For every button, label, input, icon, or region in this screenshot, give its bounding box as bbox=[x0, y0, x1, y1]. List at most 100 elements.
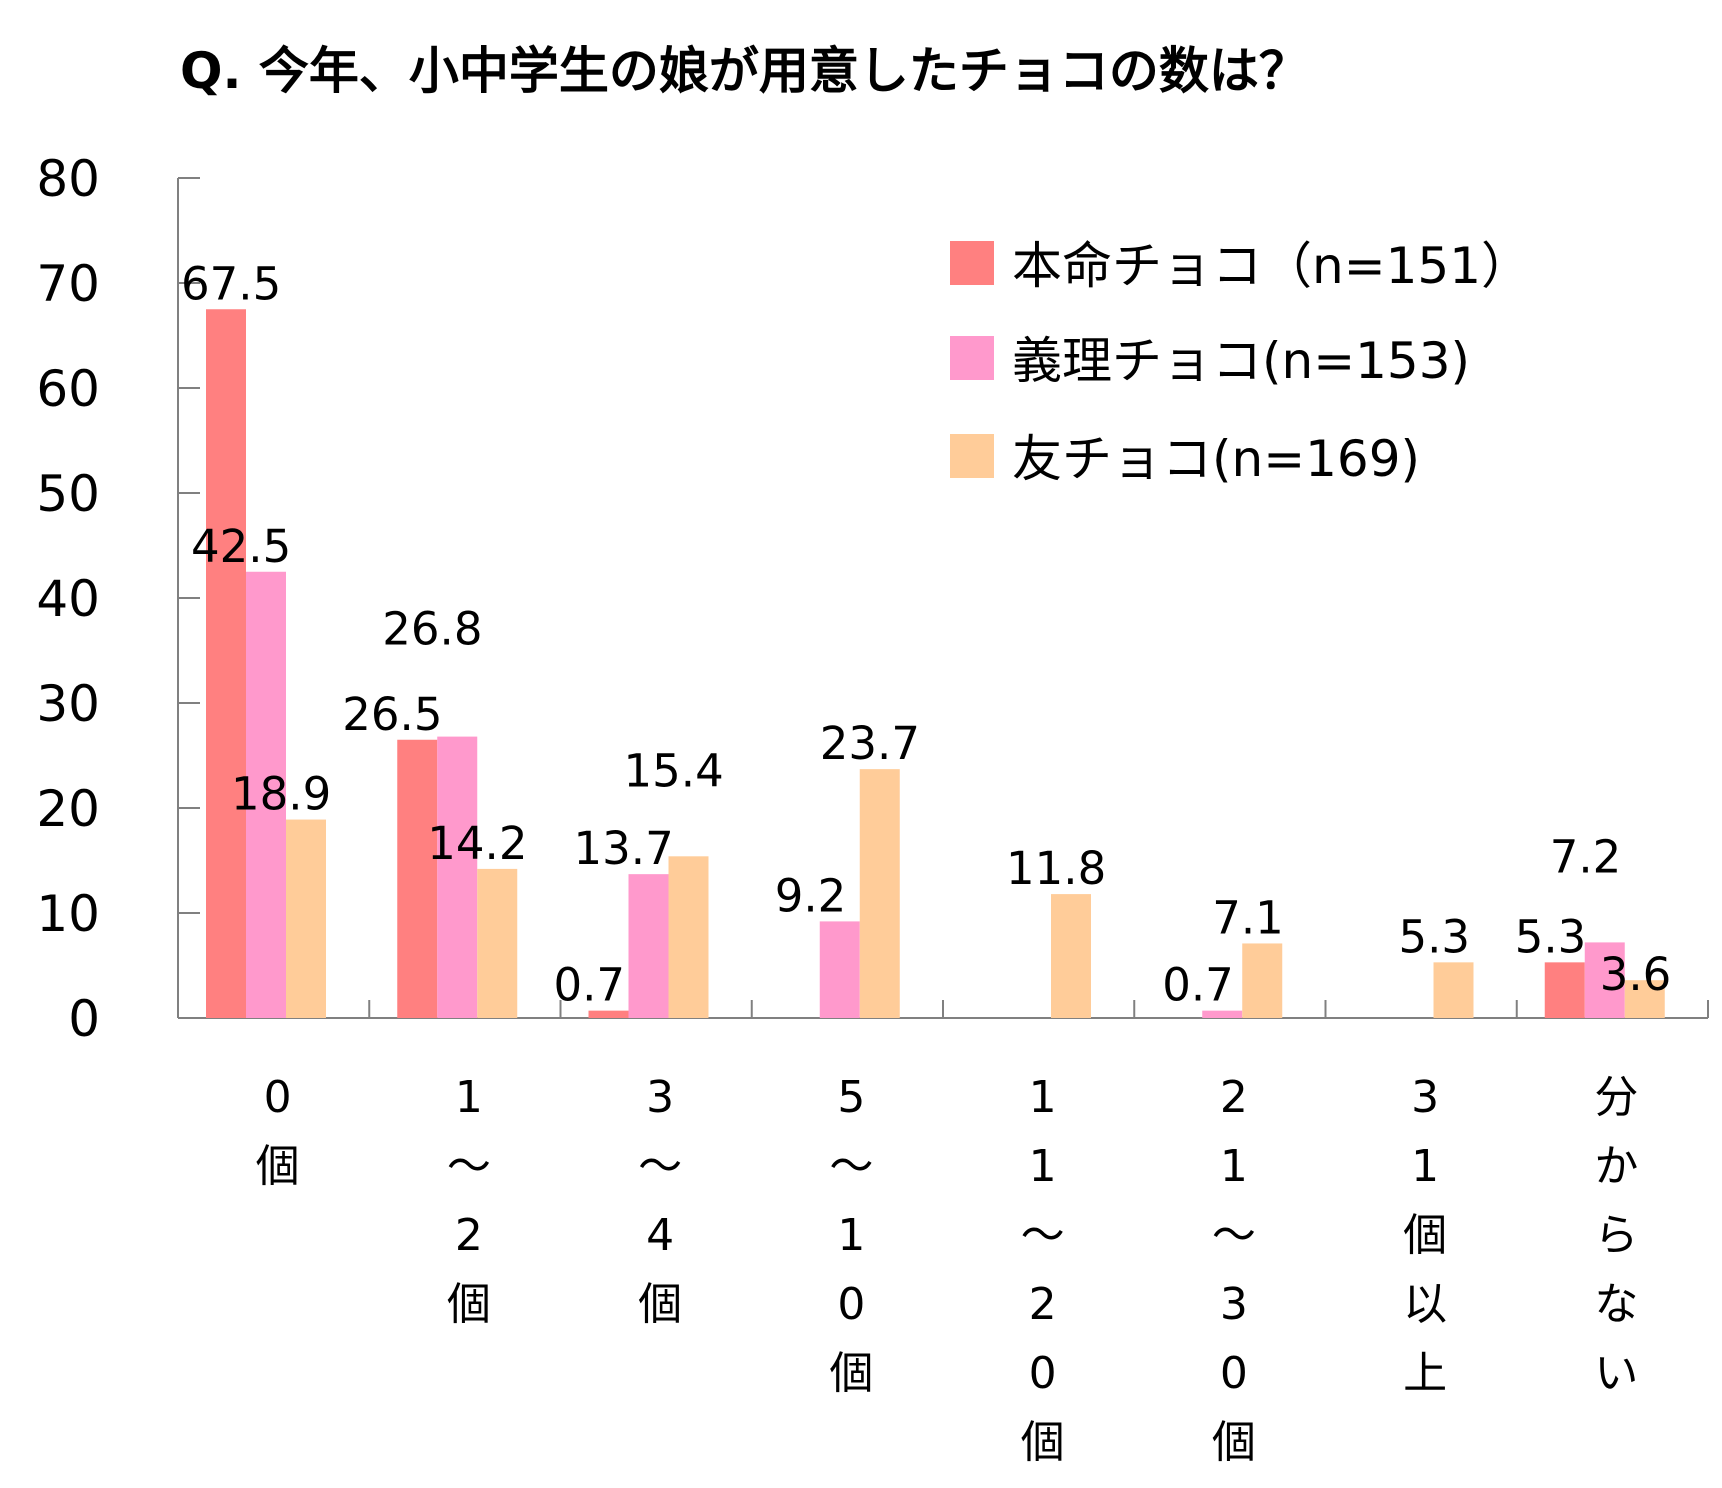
y-tick-label: 30 bbox=[36, 675, 100, 733]
y-tick-label: 60 bbox=[36, 360, 100, 418]
x-category-char: い bbox=[1594, 1348, 1638, 1399]
bar bbox=[819, 921, 860, 1018]
bar bbox=[859, 769, 900, 1018]
x-category-char: 以 bbox=[1403, 1279, 1447, 1330]
y-tick-label: 20 bbox=[36, 780, 100, 838]
y-tick-label: 50 bbox=[36, 465, 100, 523]
x-category-char: ら bbox=[1594, 1210, 1638, 1261]
y-tick-label: 70 bbox=[36, 255, 100, 313]
x-category-char: 2 bbox=[1220, 1072, 1248, 1123]
bar bbox=[628, 874, 669, 1018]
bar bbox=[1544, 962, 1585, 1018]
x-category-char: 2 bbox=[455, 1210, 483, 1261]
data-label: 14.2 bbox=[427, 817, 527, 870]
data-label: 18.9 bbox=[231, 768, 331, 821]
x-category-label: 2 1 〜 3 0 個 bbox=[1212, 1072, 1256, 1468]
x-category-char: 1 bbox=[1220, 1141, 1248, 1192]
x-category-char: 3 bbox=[646, 1072, 674, 1123]
bar bbox=[397, 739, 438, 1018]
data-label: 67.5 bbox=[181, 257, 281, 310]
bar bbox=[1242, 943, 1283, 1018]
x-category-char: 3 bbox=[1220, 1279, 1248, 1330]
x-category-char: 1 bbox=[837, 1210, 865, 1261]
y-tick-label: 40 bbox=[36, 570, 100, 628]
x-category-char: 4 bbox=[646, 1210, 674, 1261]
bar bbox=[286, 819, 326, 1018]
data-labels: 67.5 26.5 0.7 5.3 42.5 26.8 13.7 9.2 0.7 7.2 18.9 1… bbox=[181, 257, 1671, 1011]
x-category-label: 0個 bbox=[256, 1072, 300, 1192]
y-tick-label: 0 bbox=[68, 990, 100, 1048]
x-category-char: 上 bbox=[1403, 1348, 1447, 1399]
x-category-char: 分 bbox=[1594, 1072, 1638, 1123]
legend: 本命チョコ（n=151） 義理チョコ(n=153) 友チョコ(n=169) bbox=[950, 237, 1531, 488]
x-category-char: 〜 bbox=[447, 1141, 491, 1192]
data-label: 5.3 bbox=[1515, 910, 1587, 963]
x-category-char: 個 bbox=[1212, 1417, 1256, 1468]
x-category-label: 1 1 〜 2 0 個 bbox=[1021, 1072, 1065, 1468]
bar bbox=[1584, 942, 1625, 1018]
x-category-label: 1 〜 2 個 bbox=[447, 1072, 491, 1330]
data-label: 3.6 bbox=[1600, 948, 1672, 1001]
x-category-char: 1 bbox=[1029, 1072, 1057, 1123]
x-category-char: 個 bbox=[447, 1279, 491, 1330]
legend-label: 義理チョコ(n=153) bbox=[1012, 332, 1470, 390]
data-label: 26.5 bbox=[342, 688, 442, 741]
bar bbox=[588, 1010, 629, 1018]
x-category-char: 〜 bbox=[1212, 1210, 1256, 1261]
x-category-char: な bbox=[1594, 1279, 1638, 1330]
data-label: 0.7 bbox=[554, 959, 626, 1012]
bars bbox=[206, 309, 1665, 1018]
x-category-char: 個 bbox=[638, 1279, 682, 1330]
bar bbox=[246, 571, 286, 1018]
bar bbox=[1433, 962, 1474, 1018]
x-category-char: 個 bbox=[256, 1141, 300, 1192]
x-category-char: 0 bbox=[1029, 1348, 1057, 1399]
x-category-label: 3 〜 4 個 bbox=[638, 1072, 682, 1330]
data-label: 7.1 bbox=[1212, 891, 1284, 944]
bar bbox=[1624, 980, 1665, 1018]
x-category-char: 0 bbox=[264, 1072, 292, 1123]
x-category-char: 0 bbox=[837, 1279, 865, 1330]
data-label: 13.7 bbox=[574, 822, 674, 875]
data-label: 0.7 bbox=[1162, 959, 1234, 1012]
data-label: 42.5 bbox=[191, 520, 291, 573]
x-category-char: 個 bbox=[829, 1348, 873, 1399]
chart-title: Q. 今年、小中学生の娘が用意したチョコの数は？ bbox=[180, 42, 1309, 100]
data-label: 26.8 bbox=[382, 603, 482, 656]
bar bbox=[206, 309, 246, 1018]
x-category-char: 個 bbox=[1403, 1210, 1447, 1261]
data-label: 11.8 bbox=[1006, 842, 1106, 895]
y-tick-label: 10 bbox=[36, 885, 100, 943]
data-label: 9.2 bbox=[775, 869, 847, 922]
x-category-char: 〜 bbox=[829, 1141, 873, 1192]
x-category-char: 0 bbox=[1220, 1348, 1248, 1399]
x-category-char: 1 bbox=[1411, 1141, 1439, 1192]
x-category-char: 2 bbox=[1029, 1279, 1057, 1330]
legend-swatch bbox=[950, 336, 994, 380]
data-label: 23.7 bbox=[820, 717, 920, 770]
legend-label: 本命チョコ（n=151） bbox=[1012, 237, 1531, 295]
data-label: 5.3 bbox=[1399, 910, 1471, 963]
data-label: 15.4 bbox=[624, 744, 724, 797]
data-label: 7.2 bbox=[1550, 830, 1622, 883]
legend-label: 友チョコ(n=169) bbox=[1012, 430, 1420, 488]
x-category-char: 3 bbox=[1411, 1072, 1439, 1123]
legend-swatch bbox=[950, 434, 994, 478]
x-category-char: 1 bbox=[455, 1072, 483, 1123]
x-category-label: 5 〜 1 0 個 bbox=[829, 1072, 873, 1399]
bar bbox=[477, 868, 518, 1018]
bar bbox=[1202, 1010, 1243, 1018]
y-tick-label: 80 bbox=[36, 150, 100, 208]
x-category-char: 〜 bbox=[638, 1141, 682, 1192]
x-category-char: か bbox=[1594, 1141, 1638, 1192]
x-category-label: 3 1 個以上 bbox=[1403, 1072, 1447, 1399]
x-category-char: 5 bbox=[837, 1072, 865, 1123]
legend-swatch bbox=[950, 241, 994, 285]
x-category-char: 個 bbox=[1021, 1417, 1065, 1468]
x-category-char: 1 bbox=[1029, 1141, 1057, 1192]
x-category-char: 〜 bbox=[1021, 1210, 1065, 1261]
bar bbox=[1051, 894, 1091, 1018]
y-axis: 0 10 20 30 40 50 60 70 80 bbox=[36, 150, 200, 1048]
